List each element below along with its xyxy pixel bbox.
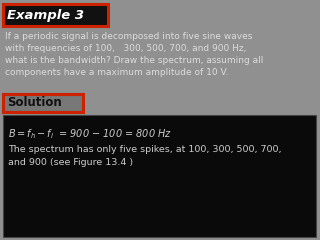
FancyBboxPatch shape [3,94,83,112]
Text: Example 3: Example 3 [7,8,84,22]
FancyBboxPatch shape [3,115,316,237]
Text: Solution: Solution [7,96,62,109]
Text: If a periodic signal is decomposed into five sine waves
with frequencies of 100,: If a periodic signal is decomposed into … [5,32,263,78]
Text: $B = f_h - f_l$  = 900 − 100 = 800 Hz: $B = f_h - f_l$ = 900 − 100 = 800 Hz [8,127,172,141]
Text: The spectrum has only five spikes, at 100, 300, 500, 700,
and 900 (see Figure 13: The spectrum has only five spikes, at 10… [8,145,282,167]
FancyBboxPatch shape [3,4,108,26]
